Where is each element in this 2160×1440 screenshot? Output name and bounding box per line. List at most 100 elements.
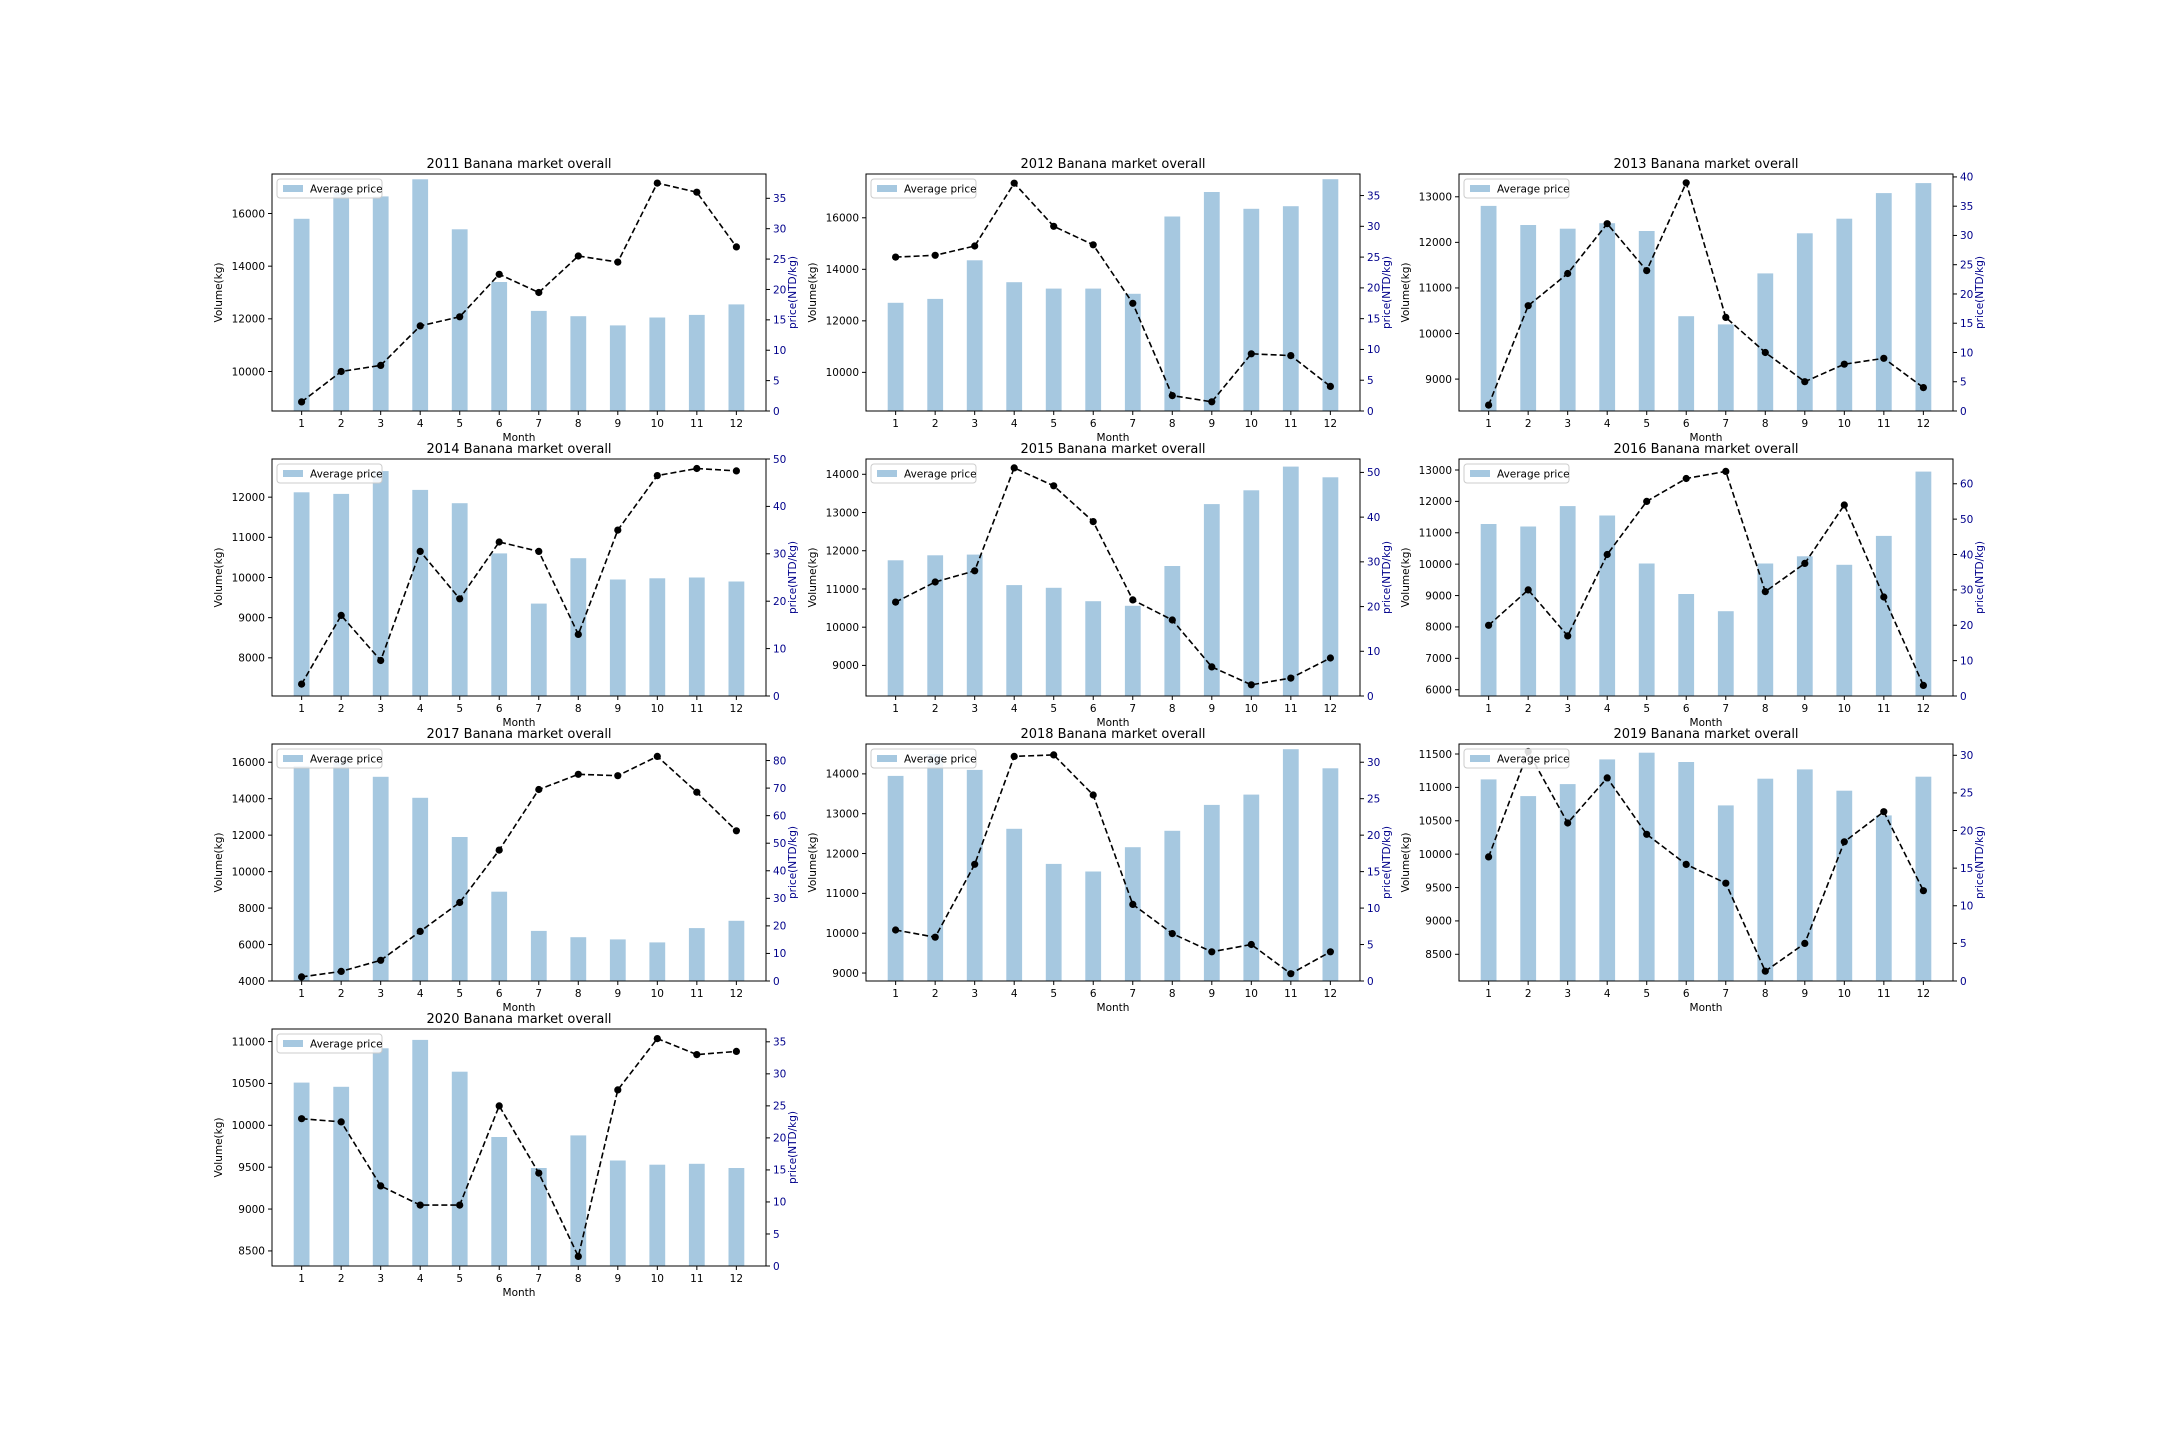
volume-bar: [1796, 556, 1813, 696]
x-tick-label: 3: [377, 988, 384, 1000]
y-tick-label: 8000: [1425, 622, 1452, 634]
y2-tick-label: 15: [773, 1165, 786, 1177]
x-tick-label: 6: [1090, 703, 1097, 715]
x-tick-label: 3: [1564, 703, 1571, 715]
x-tick-label: 3: [377, 418, 384, 430]
y-axis-label: Volume(kg): [807, 548, 819, 608]
y2-tick-label: 15: [1960, 863, 1973, 875]
x-tick-label: 1: [892, 418, 899, 430]
legend-box: [276, 1033, 383, 1054]
legend-label: Average price: [310, 469, 383, 481]
plot-area: [293, 1035, 745, 1266]
x-tick-label: 9: [1208, 703, 1215, 715]
volume-bar: [412, 797, 429, 981]
chart-panel-9: 1 2 3 4 5 6 7 8 9 10 11 128500900095001000010500110…: [1400, 727, 1986, 1014]
x-tick-label: 7: [1129, 418, 1136, 430]
legend-box: [1463, 178, 1570, 199]
legend: Average price: [1463, 178, 1570, 199]
x-tick-label: 1: [1485, 703, 1492, 715]
price-point: [416, 1201, 424, 1209]
y2-tick-label: 35: [773, 193, 786, 205]
plot-area: [887, 179, 1339, 411]
price-point: [1168, 392, 1176, 400]
legend-box: [276, 463, 383, 484]
axes-frame: [865, 173, 1361, 412]
x-tick-label: 9: [614, 703, 621, 715]
price-point: [1208, 948, 1216, 956]
price-point: [931, 933, 939, 941]
legend-swatch: [877, 755, 897, 762]
price-point: [1287, 674, 1295, 682]
volume-bar: [1638, 563, 1655, 696]
y-tick-label: 14000: [232, 261, 265, 273]
volume-bar: [1599, 223, 1616, 411]
x-tick-label: 11: [1877, 418, 1890, 430]
price-point: [337, 611, 345, 620]
y-tick-label: 6000: [238, 939, 265, 951]
volume-bar: [1124, 847, 1141, 981]
volume-bar: [1638, 231, 1655, 411]
price-point: [1840, 838, 1848, 846]
price-point: [495, 270, 503, 278]
y2-tick-label: 10: [773, 948, 786, 960]
x-tick-label: 3: [377, 1273, 384, 1285]
x-tick-label: 6: [1683, 988, 1690, 1000]
y2-tick-label: 30: [1367, 221, 1380, 233]
x-tick-label: 12: [1917, 703, 1930, 715]
x-tick-label: 5: [1050, 988, 1057, 1000]
x-tick-label: 1: [892, 703, 899, 715]
y-tick-label: 10000: [232, 572, 265, 584]
volume-bar: [1757, 273, 1774, 411]
price-point: [298, 398, 306, 406]
y-tick-label: 10000: [1419, 559, 1452, 571]
y-tick-label: 11000: [826, 584, 859, 596]
volume-bar: [372, 196, 389, 411]
volume-bar: [1164, 216, 1181, 411]
x-tick-label: 7: [535, 418, 542, 430]
plot-area: [293, 179, 745, 411]
y2-tick-label: 5: [1960, 377, 1967, 389]
x-tick-label: 8: [575, 418, 582, 430]
volume-bar: [1085, 601, 1102, 696]
x-tick-label: 6: [1683, 703, 1690, 715]
y2-tick-label: 50: [1960, 514, 1973, 526]
price-point: [377, 1182, 385, 1190]
x-tick-label: 10: [1838, 703, 1851, 715]
y2-tick-label: 25: [1960, 260, 1973, 272]
x-tick-label: 6: [1683, 418, 1690, 430]
y-tick-label: 11000: [232, 532, 265, 544]
volume-bar: [1045, 863, 1062, 981]
y-tick-label: 12000: [1419, 237, 1452, 249]
y2-tick-label: 5: [1367, 375, 1374, 387]
x-tick-label: 5: [456, 418, 463, 430]
chart-panel-1: 1 2 3 4 5 6 7 8 9 10 11 121000012000140001600005101…: [213, 157, 799, 444]
price-point: [377, 656, 385, 665]
legend-swatch: [283, 470, 303, 477]
y-tick-label: 10000: [826, 367, 859, 379]
price-point: [298, 973, 306, 981]
volume-bar: [609, 325, 626, 411]
x-tick-label: 5: [1643, 703, 1650, 715]
axes-frame: [1458, 743, 1954, 982]
price-point: [1880, 354, 1888, 362]
x-tick-label: 9: [1208, 988, 1215, 1000]
volume-bar: [887, 302, 904, 411]
y-tick-label: 10000: [232, 866, 265, 878]
x-tick-label: 9: [614, 988, 621, 1000]
y-tick-label: 9000: [832, 660, 859, 672]
volume-bar: [530, 310, 547, 411]
y2-tick-label: 15: [1960, 318, 1973, 330]
y-tick-label: 10000: [1419, 849, 1452, 861]
volume-bar: [1559, 784, 1576, 981]
price-line: [895, 181, 1331, 403]
y2-tick-label: 5: [773, 375, 780, 387]
y-axis-label: Volume(kg): [1400, 548, 1412, 608]
volume-bar: [688, 577, 705, 696]
volume-bar: [530, 930, 547, 981]
volume-bar: [1875, 193, 1892, 411]
volume-bar: [491, 553, 508, 696]
x-tick-label: 7: [1722, 418, 1729, 430]
price-point: [1801, 378, 1809, 386]
x-tick-label: 12: [730, 988, 743, 1000]
x-tick-label: 5: [1643, 418, 1650, 430]
